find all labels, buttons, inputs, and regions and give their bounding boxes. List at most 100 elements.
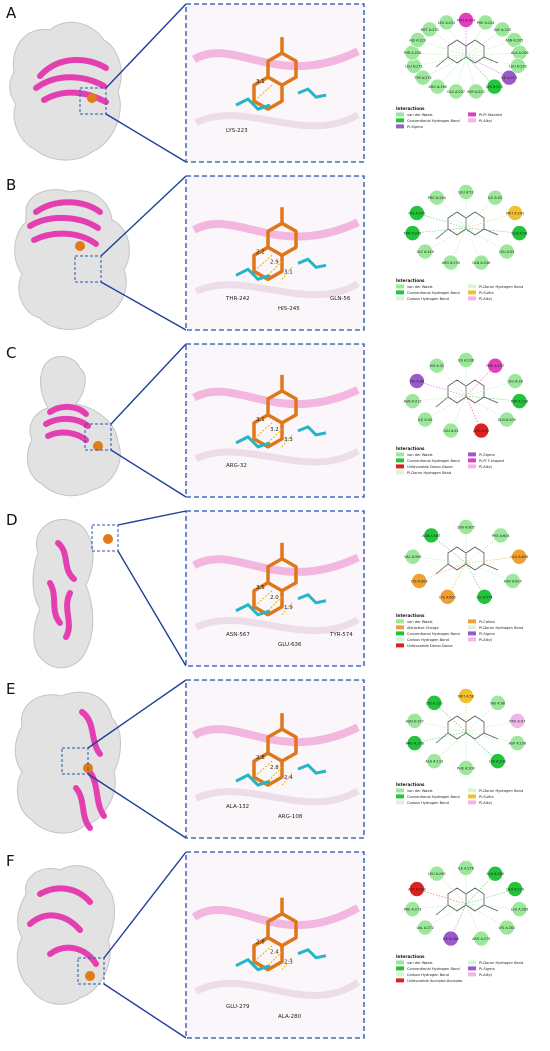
interaction-line: [465, 380, 516, 397]
ligand-2d: [435, 379, 499, 408]
residue-node-label: ASN A:635: [504, 580, 522, 584]
legend-item: Pi-Donor Hydrogen Bond: [407, 471, 451, 475]
ligand-marker: [85, 971, 95, 981]
hbond-line: [253, 590, 273, 608]
interaction-line: [425, 395, 467, 420]
legend-swatch: [468, 464, 476, 469]
residue-stick: [297, 947, 327, 960]
residue-stick: [235, 773, 271, 787]
residue-node: [499, 919, 515, 936]
connector-line: [103, 851, 187, 959]
distance-label: 3.1: [284, 269, 293, 275]
residue-node-label: ILE A:286: [443, 937, 459, 941]
residue-node: [504, 573, 521, 589]
legend-item: van der Waals: [407, 789, 433, 793]
protein-surface: [32, 519, 94, 669]
residue-node: [486, 78, 503, 95]
interaction-line: [437, 55, 467, 87]
background-ribbon: [194, 979, 361, 999]
connector-line: [87, 773, 187, 839]
residue-stick: [297, 763, 327, 775]
residue-node: [442, 930, 459, 947]
residue-node-label: VAL A:272: [417, 926, 434, 930]
residue-node: [511, 901, 528, 917]
panel-f: F 2.8 2.4 2.3 GLU-279 ALA-280 ILE A:276 ALA A:2…: [6, 851, 528, 1039]
panel-label: A: [6, 4, 17, 22]
panel-label: D: [6, 511, 18, 529]
residue-node-label: ARG A:275: [472, 937, 490, 941]
legend-item: Pi-Alkyl: [479, 973, 492, 977]
residue-stick: [297, 87, 327, 99]
residue-node: [417, 919, 433, 936]
legend-swatch: [468, 637, 476, 642]
legend-item: Pi-Donor Hydrogen Bond: [479, 626, 523, 630]
distance-label: 2.2: [256, 249, 265, 255]
zoom-box: [185, 851, 365, 1039]
residue-node-label: ILE A:276: [458, 867, 474, 871]
residue-label: ALA-132: [226, 804, 249, 810]
legend-item: Pi-Donor Hydrogen Bond: [479, 789, 523, 793]
interaction-line: [436, 365, 467, 397]
residue-node: [423, 527, 440, 544]
legend-item: Pi-Sulfur: [479, 291, 494, 295]
background-ribbon: [194, 616, 360, 635]
interaction-line: [425, 227, 467, 252]
protein-overview: [16, 865, 115, 1005]
interaction-line: [416, 212, 467, 229]
ligand-2d: [435, 39, 499, 68]
binding-site-box: [77, 957, 105, 985]
residue-node-label: ARG A:108: [406, 742, 424, 746]
background-ribbon: [194, 448, 360, 466]
legend-swatch: [468, 625, 476, 630]
ligand-2d: [435, 211, 499, 240]
residue-node-label: LYS A:282: [498, 926, 515, 930]
interaction-line: [465, 395, 507, 420]
background-ribbon: [194, 280, 360, 299]
legend-swatch: [396, 284, 404, 289]
interaction-line: [465, 197, 496, 229]
legend-swatch: [396, 960, 404, 965]
residue-node: [448, 83, 464, 100]
legend-title: Interactions: [396, 446, 425, 451]
residue-node: [487, 357, 503, 374]
residue-node-label: PRO A:214: [457, 19, 475, 23]
interaction-line: [447, 562, 467, 597]
interaction-line: [465, 562, 485, 597]
residue-node: [458, 688, 474, 704]
legend-item: van der Waals: [407, 620, 433, 624]
hbond-line: [281, 957, 293, 971]
residue-node-label: LEU A:28: [507, 380, 522, 384]
legend-item: Conventional Hydrogen Bond: [407, 795, 460, 799]
legend-swatch: [468, 118, 476, 123]
residue-node-label: PHE A:604: [492, 534, 510, 538]
legend-swatch: [396, 464, 404, 469]
residue-node: [415, 69, 431, 86]
connector-line: [100, 281, 187, 331]
legend-item: Pi-Donor Hydrogen Bond: [479, 285, 523, 289]
distance-label: 2.8: [256, 940, 265, 946]
legend-title: Interactions: [396, 782, 425, 787]
residue-node: [489, 695, 506, 711]
panel-b: B 2.2 2.9 3.1 THR-242 HIS-245 GLN-56 LEU A:52 IL…: [6, 175, 528, 331]
binding-pocket-zoom: 3.1 LYS-223: [185, 3, 365, 163]
residue-node-label: PHE A:100: [457, 767, 475, 771]
protein-overview: [14, 189, 130, 331]
residue-node: [511, 225, 528, 241]
legend-item: Pi-Alkyl: [479, 297, 492, 301]
protein-overview: [32, 519, 119, 669]
connector-line: [105, 113, 187, 163]
residue-node: [442, 254, 459, 271]
ligand-stick: [252, 374, 298, 449]
residue-label: ASN-567: [226, 632, 250, 638]
residue-node-label: MET A:58: [458, 695, 474, 699]
residue-node: [458, 760, 474, 776]
residue-node-label: HIS A:98: [490, 701, 505, 705]
legend-swatch: [396, 643, 404, 648]
legend-swatch: [468, 788, 476, 793]
interaction-line: [465, 22, 486, 57]
residue-node: [404, 901, 421, 917]
legend-item: Pi-Sigma: [479, 453, 495, 457]
binding-pocket-zoom: 2.8 2.8 2.4 ALA-132 ARG-108: [185, 679, 365, 839]
residue-node: [409, 32, 426, 48]
residue-stick: [235, 267, 271, 282]
